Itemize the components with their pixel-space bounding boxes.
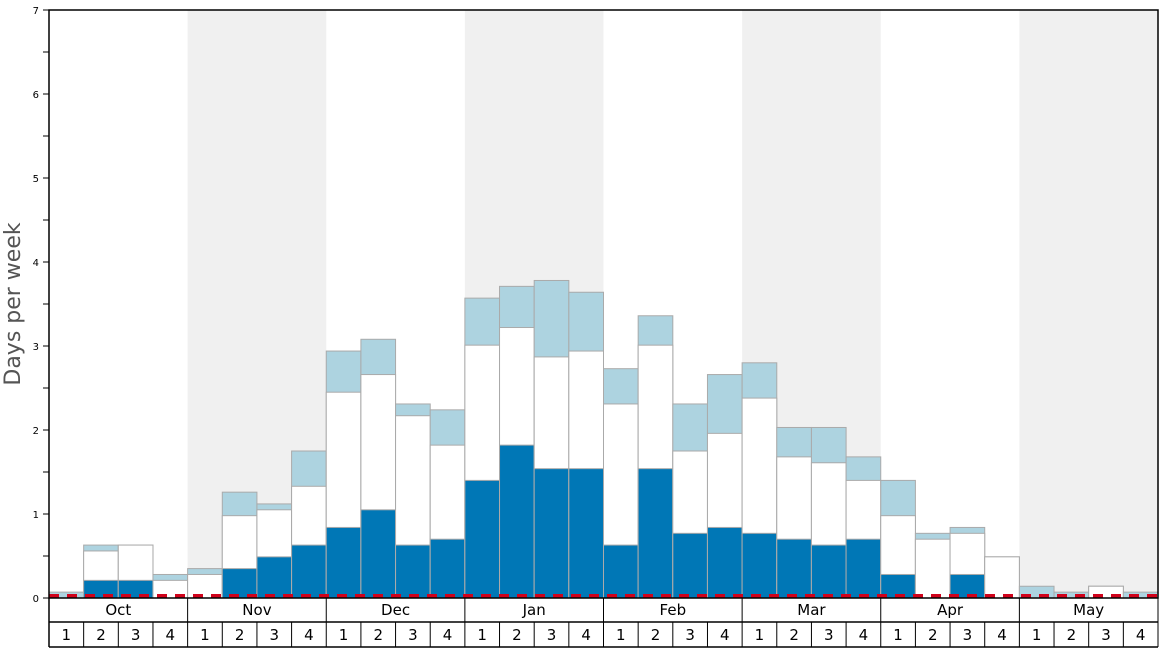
bar-dark-13 (499, 444, 535, 599)
month-label-apr: Apr (937, 601, 964, 619)
week-label: 2 (1067, 626, 1077, 644)
week-label: 4 (166, 626, 176, 644)
bar-dark-9 (360, 509, 397, 599)
bar-dark-23 (845, 538, 882, 599)
week-label: 1 (755, 626, 765, 644)
month-label-nov: Nov (242, 601, 271, 619)
y-tick-label: 3 (33, 342, 39, 353)
y-tick-label: 4 (33, 258, 39, 269)
week-label: 4 (304, 626, 314, 644)
week-label: 1 (200, 626, 210, 644)
week-label: 4 (720, 626, 730, 644)
week-label: 3 (547, 626, 557, 644)
bar-dark-6 (256, 556, 293, 599)
y-tick-label: 1 (33, 510, 39, 521)
month-label-mar: Mar (797, 601, 826, 619)
week-label: 3 (685, 626, 695, 644)
week-label: 3 (131, 626, 141, 644)
bar-white-25 (914, 538, 951, 599)
bar-dark-8 (325, 526, 362, 599)
week-label: 4 (443, 626, 453, 644)
week-label: 2 (651, 626, 661, 644)
week-label: 1 (616, 626, 626, 644)
y-axis-label: Days per week (1, 222, 26, 385)
week-label: 1 (477, 626, 487, 644)
bar-dark-16 (603, 544, 639, 599)
bar-dark-17 (637, 468, 674, 599)
month-label-feb: Feb (660, 601, 687, 619)
bar-dark-12 (464, 479, 501, 599)
week-label: 4 (1136, 626, 1146, 644)
bar-dark-7 (291, 544, 327, 599)
week-label: 4 (997, 626, 1007, 644)
bar-white-27 (984, 556, 1020, 599)
week-label: 1 (62, 626, 72, 644)
month-shade-may (1019, 10, 1158, 598)
bar-dark-5 (221, 568, 258, 599)
week-label: 3 (269, 626, 279, 644)
bar-dark-14 (533, 468, 570, 599)
y-tick-label: 2 (33, 426, 39, 437)
week-label: 2 (373, 626, 383, 644)
week-label: 4 (581, 626, 591, 644)
month-label-jan: Jan (522, 601, 546, 619)
y-tick-label: 6 (33, 90, 39, 101)
bar-dark-21 (776, 538, 812, 599)
week-label: 3 (1101, 626, 1111, 644)
week-label: 2 (512, 626, 522, 644)
bar-dark-18 (672, 532, 708, 599)
y-tick-label: 5 (33, 174, 39, 185)
y-tick-label: 0 (33, 594, 39, 605)
week-label: 2 (928, 626, 938, 644)
week-label: 2 (96, 626, 106, 644)
y-tick-label: 7 (33, 6, 39, 17)
month-label-oct: Oct (105, 601, 131, 619)
month-label-dec: Dec (381, 601, 410, 619)
week-label: 1 (893, 626, 903, 644)
bar-dark-11 (429, 538, 466, 599)
week-label: 1 (339, 626, 349, 644)
week-label: 4 (859, 626, 869, 644)
month-label-may: May (1073, 601, 1104, 619)
bar-dark-10 (395, 544, 431, 599)
week-label: 2 (789, 626, 799, 644)
bar-dark-15 (568, 468, 604, 599)
week-label: 2 (235, 626, 245, 644)
week-label: 3 (824, 626, 834, 644)
week-label: 3 (408, 626, 418, 644)
week-label: 3 (963, 626, 973, 644)
bar-dark-20 (741, 532, 778, 599)
bar-dark-19 (706, 526, 743, 599)
week-label: 1 (1032, 626, 1042, 644)
bar-dark-22 (810, 544, 847, 599)
